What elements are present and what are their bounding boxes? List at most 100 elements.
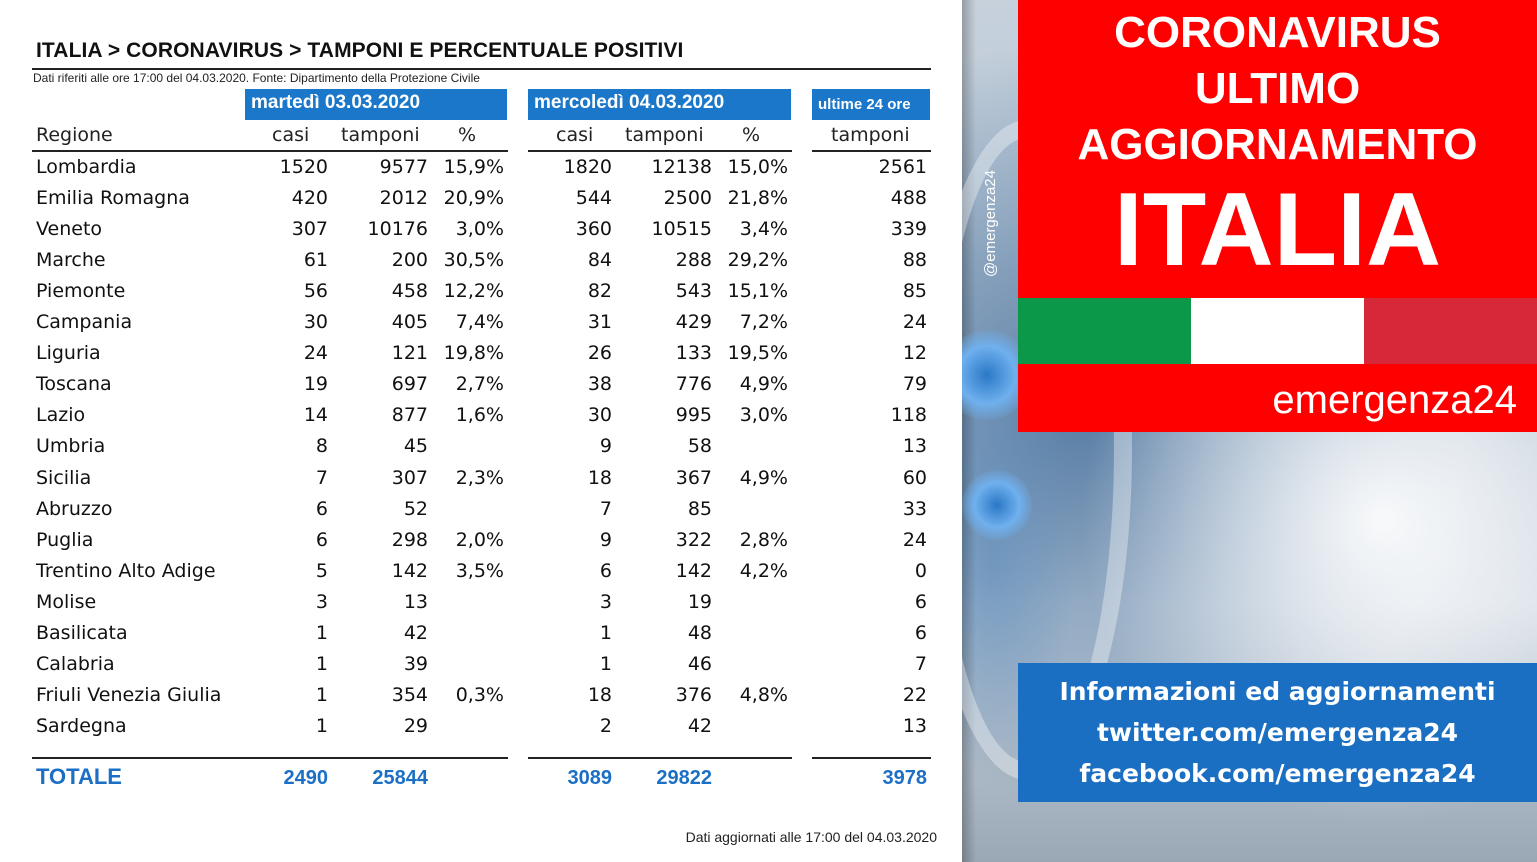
cell-perc-1: 0,3% <box>455 683 504 706</box>
cell-regione: Lazio <box>36 404 86 427</box>
headline-line-3: AGGIORNAMENTO <box>1077 120 1478 169</box>
cell-regione: Emilia Romagna <box>36 187 190 210</box>
header-rule-2 <box>528 150 792 152</box>
watermark-handle: @emergenza24 <box>982 170 999 277</box>
cell-regione: Veneto <box>36 218 103 241</box>
cell-perc-1: 30,5% <box>443 249 504 272</box>
cell-tamponi-1: 298 <box>391 528 428 551</box>
cell-tamponi-2: 543 <box>675 280 712 303</box>
cell-tamponi-1: 9577 <box>379 156 428 178</box>
table-row: Marche 61 200 30,5% 84 288 29,2% 88 <box>0 249 962 280</box>
cell-casi-1: 5 <box>315 559 328 582</box>
cell-regione: Puglia <box>36 528 94 551</box>
cell-tamponi-2: 48 <box>687 621 712 644</box>
cell-tamponi-24h: 2561 <box>878 156 927 178</box>
facebook-link[interactable]: facebook.com/emergenza24 <box>1079 759 1476 788</box>
cell-perc-2: 3,4% <box>739 218 788 241</box>
header-rule-3 <box>812 150 931 152</box>
cell-casi-1: 6 <box>315 497 328 520</box>
cell-regione: Campania <box>36 311 133 334</box>
flag-white-stripe <box>1191 298 1364 364</box>
table-panel: ITALIA > CORONAVIRUS > TAMPONI E PERCENT… <box>0 39 962 845</box>
cell-perc-2: 4,9% <box>739 466 788 489</box>
cell-casi-2: 544 <box>575 187 612 210</box>
table-row: Sicilia 7 307 2,3% 18 367 4,9% 60 <box>0 467 962 498</box>
cell-tamponi-24h: 118 <box>890 404 927 427</box>
cell-tamponi-24h: 7 <box>914 652 927 675</box>
cell-casi-1: 61 <box>303 249 328 272</box>
cell-casi-2: 9 <box>599 528 612 551</box>
cell-tamponi-1: 39 <box>403 652 428 675</box>
cell-casi-1: 19 <box>303 373 328 396</box>
cell-tamponi-24h: 0 <box>914 559 927 582</box>
cell-perc-1: 3,5% <box>455 559 504 582</box>
cell-tamponi-2: 85 <box>687 497 712 520</box>
table-row: Calabria 1 39 1 46 7 <box>0 653 962 684</box>
cell-perc-1: 7,4% <box>455 311 504 334</box>
cell-tamponi-24h: 6 <box>914 621 927 644</box>
cell-casi-2: 30 <box>587 404 612 427</box>
cell-tamponi-24h: 13 <box>902 714 927 737</box>
info-line-1: Informazioni ed aggiornamenti <box>1059 677 1496 706</box>
cell-perc-2: 15,1% <box>727 280 788 303</box>
brand-name: emergenza24 <box>1272 378 1517 422</box>
flag-red-stripe <box>1364 298 1537 364</box>
table-row: Emilia Romagna 420 2012 20,9% 544 2500 21,8% 48… <box>0 187 962 218</box>
cell-casi-1: 56 <box>303 280 328 303</box>
headline-line-1: CORONAVIRUS <box>1114 8 1441 57</box>
cell-tamponi-2: 133 <box>675 342 712 365</box>
cell-casi-2: 18 <box>587 466 612 489</box>
twitter-link[interactable]: twitter.com/emergenza24 <box>1096 718 1459 747</box>
cell-casi-1: 14 <box>303 404 328 427</box>
cell-perc-2: 4,8% <box>739 683 788 706</box>
cell-tamponi-24h: 339 <box>890 218 927 241</box>
cell-casi-2: 360 <box>575 218 612 241</box>
cell-regione: Calabria <box>36 652 115 675</box>
total-tamponi-1: 25844 <box>372 767 428 789</box>
cell-perc-1: 15,9% <box>443 156 504 178</box>
cell-perc-2: 4,9% <box>739 373 788 396</box>
cell-regione: Umbria <box>36 435 106 458</box>
table-row: Toscana 19 697 2,7% 38 776 4,9% 79 <box>0 373 962 404</box>
cell-tamponi-1: 697 <box>391 373 428 396</box>
cell-casi-1: 24 <box>303 342 328 365</box>
cell-tamponi-2: 367 <box>675 466 712 489</box>
total-rule-1 <box>32 757 508 759</box>
cell-casi-1: 1 <box>315 621 328 644</box>
cell-tamponi-2: 142 <box>675 559 712 582</box>
cell-tamponi-1: 200 <box>391 249 428 272</box>
cell-perc-1: 19,8% <box>443 342 504 365</box>
cell-perc-2: 7,2% <box>739 311 788 334</box>
total-label: TOTALE <box>36 764 122 789</box>
cell-tamponi-2: 288 <box>675 249 712 272</box>
flag-green-stripe <box>1018 298 1191 364</box>
cell-casi-2: 82 <box>587 280 612 303</box>
cell-tamponi-2: 776 <box>675 373 712 396</box>
cell-casi-2: 6 <box>599 559 612 582</box>
cell-casi-2: 7 <box>599 497 612 520</box>
col-header-perc-1: % <box>458 124 477 146</box>
cell-perc-2: 4,2% <box>739 559 788 582</box>
cell-regione: Lombardia <box>36 156 137 178</box>
cell-casi-1: 8 <box>315 435 328 458</box>
title-divider <box>32 68 931 70</box>
cell-regione: Abruzzo <box>36 497 113 520</box>
headline-line-2: ULTIMO <box>1194 64 1361 113</box>
table-row: Friuli Venezia Giulia 1 354 0,3% 18 376 4,8% 22 <box>0 684 962 715</box>
total-rule-2 <box>528 757 792 759</box>
cell-casi-2: 18 <box>587 683 612 706</box>
cell-tamponi-1: 354 <box>391 683 428 706</box>
cell-tamponi-2: 46 <box>687 652 712 675</box>
col-header-tamponi-24h: tamponi <box>831 124 910 146</box>
cell-casi-2: 1820 <box>563 156 612 178</box>
cell-tamponi-1: 142 <box>391 559 428 582</box>
cell-tamponi-24h: 13 <box>902 435 927 458</box>
country-title: ITALIA <box>1113 172 1442 288</box>
cell-tamponi-24h: 22 <box>902 683 927 706</box>
cell-perc-2: 19,5% <box>727 342 788 365</box>
table-row: Lombardia 1520 9577 15,9% 1820 12138 15,0% 2561 <box>0 156 962 187</box>
table-row: Piemonte 56 458 12,2% 82 543 15,1% 85 <box>0 280 962 311</box>
cell-tamponi-2: 42 <box>687 714 712 737</box>
cell-perc-1: 20,9% <box>443 187 504 210</box>
day2-header: mercoledì 04.03.2020 <box>528 89 791 120</box>
